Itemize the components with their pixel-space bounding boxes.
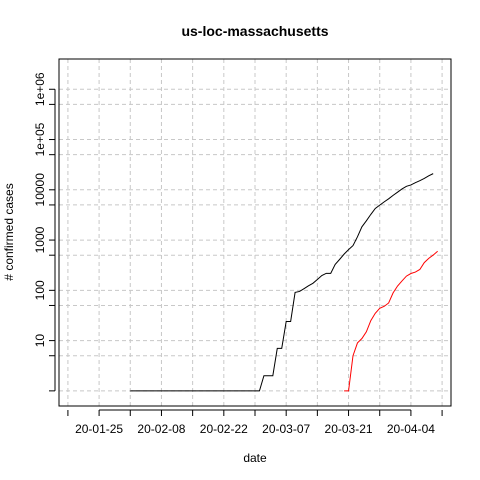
x-tick-label: 20-02-08 [137,422,185,436]
x-axis-label: date [243,451,267,465]
x-tick-label: 20-04-04 [387,422,435,436]
x-axis: 20-01-25 20-02-08 20-02-22 20-03-07 20-03-21… [67,409,443,436]
chart-title: us-loc-massachusetts [181,23,328,39]
y-tick-label: 1e+05 [33,122,47,156]
y-tick-label: 1000 [33,226,47,253]
series-line-2 [344,250,438,392]
x-tick-label: 20-02-22 [200,422,248,436]
y-tick-label: 100 [33,280,47,300]
y-tick-label: 10000 [33,173,47,207]
x-tick-label: 20-03-07 [262,422,310,436]
y-axis: 10 100 1000 10000 1e+05 1e+06 [33,72,56,392]
y-axis-label: # confirmed cases [2,183,16,280]
series-line-1 [130,173,434,392]
series-layer [130,173,438,392]
x-tick-label: 20-03-21 [325,422,373,436]
grid [59,59,451,406]
x-tick-label: 20-01-25 [75,422,123,436]
y-tick-label: 1e+06 [33,72,47,106]
plot-frame [58,58,452,407]
y-tick-label: 10 [33,334,47,348]
